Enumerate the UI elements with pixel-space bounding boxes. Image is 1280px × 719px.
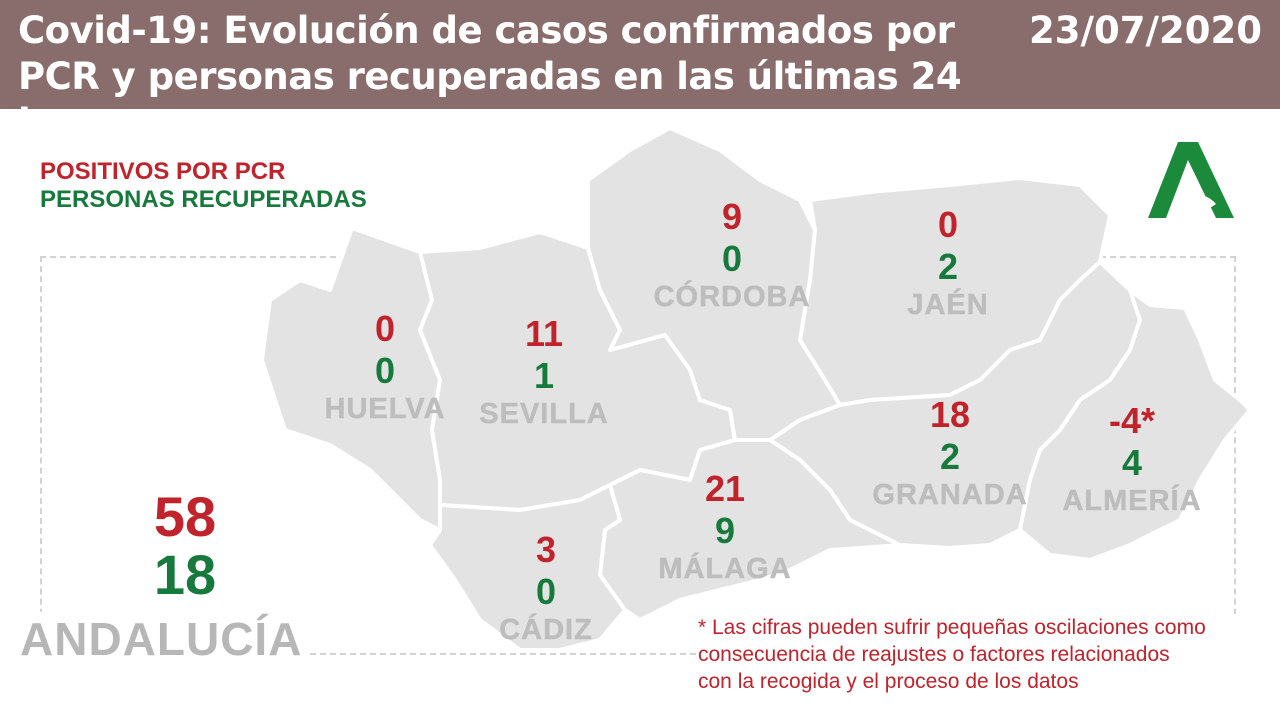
- header-banner: Covid-19: Evolución de casos confirmados…: [0, 0, 1280, 144]
- page-title: Covid-19: Evolución de casos confirmados…: [18, 8, 1028, 146]
- almeria-recovered: 4: [1121, 442, 1143, 483]
- sevilla-positives: 11: [524, 313, 564, 354]
- huelva-positives: 0: [374, 308, 396, 349]
- almeria-positives: -4*: [1108, 400, 1156, 441]
- cadiz-shape: [428, 483, 627, 652]
- region-label: ANDALUCÍA: [16, 612, 307, 666]
- total-positives: 58: [153, 485, 217, 548]
- report-date: 23/07/2020: [1029, 9, 1262, 52]
- granada-recovered: 2: [939, 436, 961, 477]
- malaga-label: MÁLAGA: [658, 553, 792, 586]
- sevilla-recovered: 1: [533, 355, 555, 396]
- jaen-label: JAÉN: [907, 289, 989, 322]
- almeria-label: ALMERÍA: [1062, 485, 1202, 518]
- province-almeria: -4* 4 ALMERÍA: [1032, 400, 1232, 518]
- footnote-line-2: consecuencia de reajustes o factores rel…: [698, 643, 1170, 666]
- cordoba-label: CÓRDOBA: [653, 281, 811, 314]
- huelva-label: HUELVA: [324, 393, 446, 426]
- junta-de-andalucia-logo-icon: [1148, 142, 1234, 218]
- huelva-recovered: 0: [374, 350, 396, 391]
- province-malaga: 21 9 MÁLAGA: [625, 468, 825, 586]
- total-andalucia: 58 18: [80, 488, 290, 604]
- granada-label: GRANADA: [872, 479, 1028, 512]
- sevilla-label: SEVILLA: [479, 398, 609, 431]
- total-recovered: 18: [153, 543, 217, 606]
- province-jaen: 0 2 JAÉN: [848, 204, 1048, 322]
- province-cadiz: 3 0 CÁDIZ: [446, 529, 646, 647]
- cordoba-recovered: 0: [721, 238, 743, 279]
- jaen-positives: 0: [937, 204, 959, 245]
- cadiz-recovered: 0: [535, 571, 557, 612]
- granada-positives: 18: [929, 394, 971, 435]
- footnote-line-3: con la recogida y el proceso de los dato…: [698, 670, 1079, 693]
- malaga-recovered: 9: [714, 510, 736, 551]
- province-sevilla: 11 1 SEVILLA: [444, 313, 644, 431]
- footnote-line-1: * Las cifras pueden sufrir pequeñas osci…: [698, 616, 1206, 639]
- almeria-shape: [1018, 288, 1252, 562]
- province-cordoba: 9 0 CÓRDOBA: [632, 196, 832, 314]
- cadiz-positives: 3: [535, 529, 557, 570]
- malaga-positives: 21: [704, 468, 746, 509]
- legend: POSITIVOS POR PCR PERSONAS RECUPERADAS: [40, 158, 367, 214]
- footnote: * Las cifras pueden sufrir pequeñas osci…: [698, 614, 1258, 695]
- title-line-2: PCR y personas recuperadas en las última…: [18, 55, 962, 144]
- cordoba-positives: 9: [721, 196, 743, 237]
- province-granada: 18 2 GRANADA: [850, 394, 1050, 512]
- title-line-1: Covid-19: Evolución de casos confirmados…: [18, 9, 955, 52]
- legend-positives: POSITIVOS POR PCR: [40, 158, 286, 185]
- legend-recovered: PERSONAS RECUPERADAS: [40, 186, 367, 213]
- province-huelva: 0 0 HUELVA: [285, 308, 485, 426]
- cadiz-label: CÁDIZ: [499, 614, 593, 647]
- jaen-recovered: 2: [937, 246, 959, 287]
